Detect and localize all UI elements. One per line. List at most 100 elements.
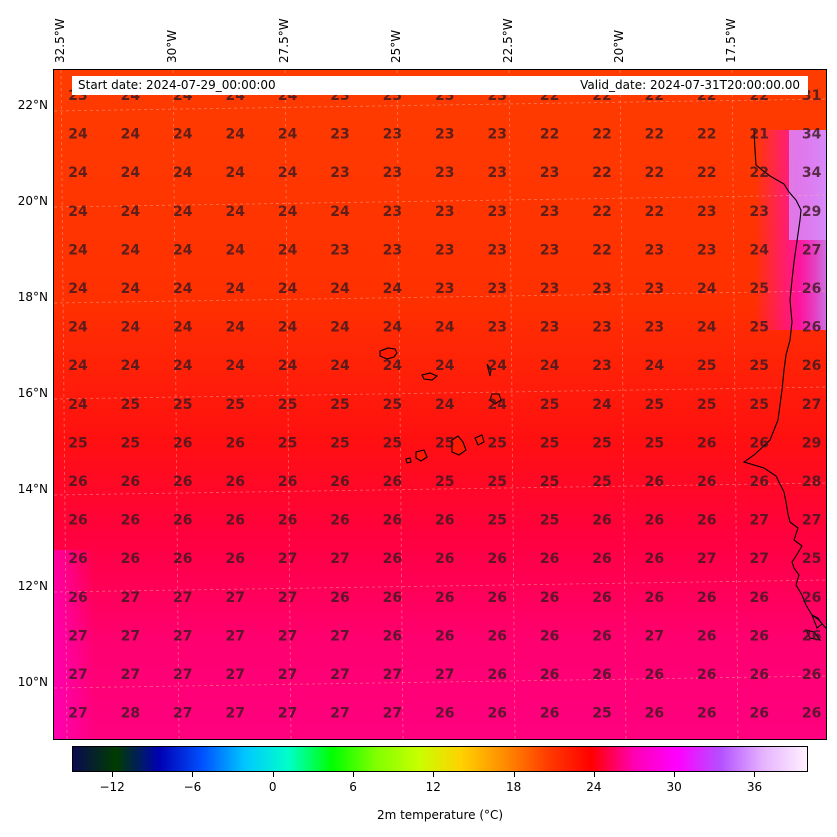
- temperature-value: 25: [697, 397, 716, 413]
- temperature-value: 22: [592, 204, 611, 220]
- temperature-value: 23: [540, 320, 559, 336]
- temperature-value: 26: [645, 513, 664, 529]
- temperature-value: 24: [68, 242, 88, 258]
- temperature-map[interactable]: 23 24 24 24 24 23 23 23 23 22 22 22 22 22 31 24 24 24 24 24…: [53, 69, 827, 740]
- temperature-value: 23: [330, 165, 349, 181]
- temperature-value: 26: [435, 551, 454, 567]
- temperature-value: 24: [121, 358, 141, 374]
- temperature-value: 26: [435, 706, 454, 722]
- temperature-value: 27: [278, 667, 297, 683]
- lon-label: 30°W: [165, 29, 179, 63]
- island-santiago: [451, 435, 467, 456]
- temperature-value: 25: [540, 397, 559, 413]
- meridian-line: [60, 70, 68, 739]
- colorbar-tick-label: 0: [268, 780, 277, 794]
- temperature-value: 26: [697, 474, 716, 490]
- temperature-value: 24: [487, 397, 507, 413]
- temperature-value: 26: [645, 590, 664, 606]
- temperature-value: 24: [121, 320, 141, 336]
- warm-region-ne: [789, 130, 826, 240]
- temperature-value: 24: [225, 320, 245, 336]
- temperature-value: 24: [592, 397, 612, 413]
- temperature-value: 26: [173, 551, 192, 567]
- temperature-value: 24: [435, 397, 455, 413]
- temperature-value: 27: [173, 706, 192, 722]
- temperature-value: 23: [540, 242, 559, 258]
- lat-label: 10°N: [17, 675, 48, 689]
- lat-label: 20°N: [17, 194, 48, 208]
- temperature-value: 23: [330, 242, 349, 258]
- temperature-value: 27: [121, 667, 140, 683]
- temperature-value: 27: [173, 667, 192, 683]
- temperature-value: 25: [225, 397, 244, 413]
- temperature-value: 24: [225, 242, 245, 258]
- temperature-value: 25: [68, 435, 87, 451]
- temperature-value: 26: [278, 474, 297, 490]
- africa-coastline: [742, 129, 826, 629]
- temperature-value: 26: [278, 513, 297, 529]
- temperature-value: 26: [435, 628, 454, 644]
- temperature-value: 24: [645, 358, 665, 374]
- temperature-value: 22: [645, 204, 664, 220]
- temperature-value: 24: [278, 204, 298, 220]
- temperature-value: 24: [697, 320, 717, 336]
- temperature-value: 25: [749, 358, 768, 374]
- meridian-line: [396, 70, 404, 739]
- temperature-value: 27: [330, 628, 349, 644]
- temperature-value: 24: [225, 281, 245, 297]
- lon-label: 22.5°W: [501, 18, 515, 63]
- temperature-value: 21: [749, 127, 768, 143]
- temperature-value: 26: [540, 628, 559, 644]
- temperature-value: 27: [225, 706, 244, 722]
- colorbar-tick-label: 30: [666, 780, 682, 794]
- meridian-line: [508, 70, 516, 739]
- temperature-value: 26: [225, 474, 244, 490]
- temperature-value: 25: [592, 474, 611, 490]
- temperature-value: 26: [487, 667, 506, 683]
- colorbar-tick: [112, 772, 114, 777]
- temperature-value: 26: [487, 551, 506, 567]
- temperature-value: 26: [540, 706, 559, 722]
- temperature-value: 24: [225, 204, 245, 220]
- temperature-value: 25: [173, 397, 192, 413]
- temperature-value: 25: [540, 474, 559, 490]
- temperature-value: 26: [645, 474, 664, 490]
- temperature-value: 25: [697, 358, 716, 374]
- temperature-value: 23: [435, 165, 454, 181]
- warm-region-left: [54, 550, 94, 739]
- temperature-value: 26: [802, 667, 821, 683]
- temperature-value: 26: [173, 435, 192, 451]
- temperature-value: 23: [749, 204, 768, 220]
- temperature-value: 26: [802, 590, 821, 606]
- temperature-value: 27: [68, 706, 87, 722]
- temperature-value: 27: [278, 590, 297, 606]
- colorbar-tick: [674, 772, 676, 777]
- temperature-value: 23: [697, 204, 716, 220]
- temperature-value: 23: [645, 281, 664, 297]
- temperature-value: 25: [121, 435, 140, 451]
- temperature-value: 23: [487, 320, 506, 336]
- temperature-value: 23: [540, 281, 559, 297]
- temperature-value: 24: [173, 358, 193, 374]
- temperature-value: 26: [592, 551, 611, 567]
- temperature-value: 26: [802, 281, 821, 297]
- temperature-value: 26: [383, 628, 402, 644]
- temperature-value: 24: [435, 320, 455, 336]
- colorbar-tick-label: −6: [183, 780, 202, 794]
- temperature-value: 23: [383, 127, 402, 143]
- temperature-value: 27: [749, 513, 768, 529]
- temperature-value: 25: [592, 706, 611, 722]
- temperature-value: 23: [592, 281, 611, 297]
- temperature-value: 23: [487, 281, 506, 297]
- temperature-value: 24: [173, 281, 193, 297]
- temperature-value: 26: [697, 590, 716, 606]
- temperature-value: 22: [592, 242, 611, 258]
- temperature-value: 23: [435, 204, 454, 220]
- temperature-value: 27: [68, 628, 87, 644]
- map-background: [54, 70, 826, 739]
- temperature-value: 27: [173, 628, 192, 644]
- temperature-value: 26: [749, 667, 768, 683]
- temperature-value: 25: [802, 551, 821, 567]
- temperature-value: 24: [68, 320, 88, 336]
